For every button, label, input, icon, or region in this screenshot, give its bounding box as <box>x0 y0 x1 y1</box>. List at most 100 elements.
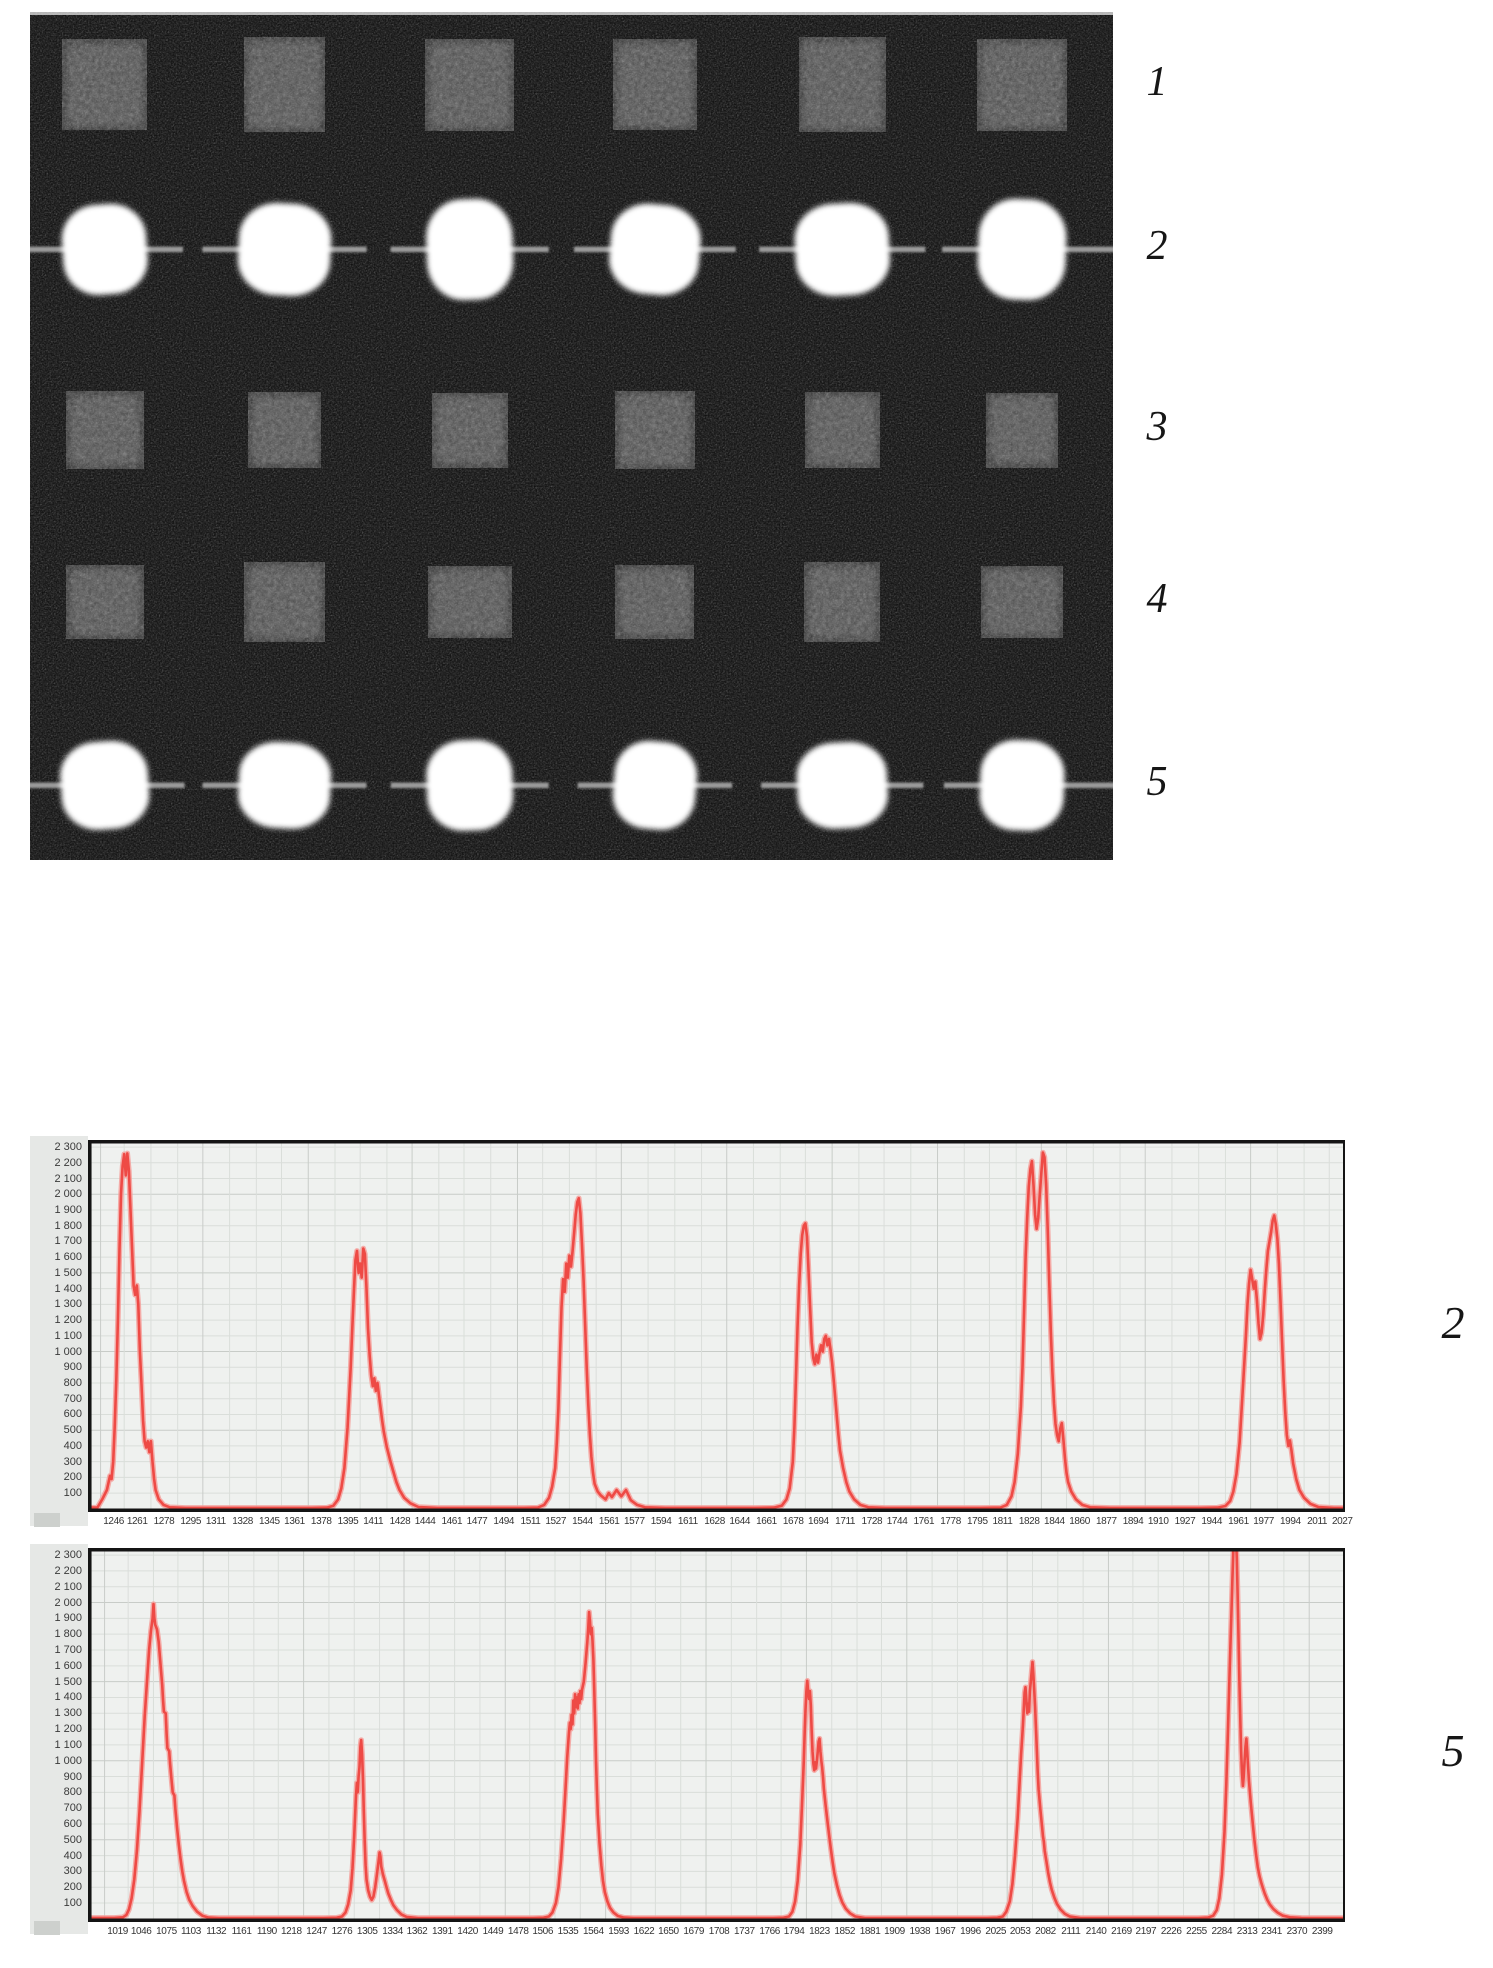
x-tick-label: 1075 <box>156 1926 177 1937</box>
x-tick-label: 1661 <box>756 1516 777 1527</box>
x-tick-label: 1046 <box>130 1926 152 1937</box>
curve <box>88 1151 1345 1510</box>
x-tick-label: 1611 <box>677 1516 698 1527</box>
x-tick-label: 1828 <box>1018 1516 1040 1527</box>
y-tick-label: 2 000 <box>54 1596 82 1609</box>
y-tick-label: 2 100 <box>54 1172 82 1185</box>
y-tick-label: 2 300 <box>54 1141 82 1154</box>
faint-spot-texture <box>619 395 691 465</box>
x-tick-label: 1561 <box>598 1516 620 1527</box>
faint-spot-texture <box>985 570 1059 634</box>
x-tick-label: 1628 <box>704 1516 725 1527</box>
y-tick-label: 1 400 <box>54 1691 82 1704</box>
microarray-row-label-4: 4 <box>1146 576 1168 623</box>
y-tick-label: 900 <box>63 1770 82 1783</box>
x-tick-label: 1977 <box>1253 1516 1274 1527</box>
y-axis-gutter <box>30 1136 88 1526</box>
x-tick-label: 1444 <box>414 1516 436 1527</box>
y-tick-label: 1 900 <box>54 1203 82 1216</box>
x-tick-label: 2255 <box>1186 1926 1207 1937</box>
x-tick-label: 1877 <box>1095 1516 1117 1527</box>
x-tick-label: 1190 <box>256 1926 277 1937</box>
y-tick-label: 700 <box>63 1392 82 1405</box>
y-tick-label: 400 <box>63 1439 82 1452</box>
x-tick-label: 2169 <box>1111 1926 1132 1937</box>
y-tick-label: 600 <box>63 1817 82 1830</box>
y-tick-label: 1 400 <box>54 1282 82 1295</box>
x-tick-label: 1694 <box>808 1516 829 1527</box>
y-tick-label: 2 200 <box>54 1564 82 1577</box>
faint-spot-texture <box>70 395 140 465</box>
y-tick-label: 300 <box>63 1455 82 1468</box>
x-tick-label: 2399 <box>1311 1926 1333 1937</box>
y-tick-label: 500 <box>63 1424 82 1437</box>
bright-spot-core <box>73 752 137 819</box>
x-tick-label: 2226 <box>1160 1926 1182 1937</box>
x-tick-label: 1428 <box>389 1516 411 1527</box>
y-tick-label: 2 000 <box>54 1188 82 1201</box>
bright-spot-core <box>809 752 875 819</box>
y-tick-label: 100 <box>63 1487 82 1500</box>
y-tick-label: 2 300 <box>54 1549 82 1562</box>
plot-background <box>88 1140 1345 1512</box>
x-tick-label: 2111 <box>1061 1926 1081 1937</box>
x-tick-label: 1795 <box>966 1516 988 1527</box>
x-tick-label: 1778 <box>940 1516 961 1527</box>
x-tick-label: 1678 <box>782 1516 804 1527</box>
intensity-profile-row-5 <box>88 1548 1345 1921</box>
x-tick-label: 1544 <box>572 1516 593 1527</box>
x-tick-label: 1823 <box>809 1926 830 1937</box>
y-tick-label: 400 <box>63 1849 82 1862</box>
y-tick-label: 900 <box>63 1361 82 1374</box>
x-tick-label: 1311 <box>205 1516 226 1527</box>
bright-spot-core <box>808 214 877 285</box>
x-tick-label: 1334 <box>382 1926 403 1937</box>
microarray-row-label-5: 5 <box>1146 759 1168 806</box>
y-tick-label: 1 200 <box>54 1314 82 1327</box>
faint-spot-texture <box>981 43 1063 127</box>
bright-spot-core <box>622 215 688 284</box>
x-tick-label: 2370 <box>1286 1926 1308 1937</box>
x-tick-label: 1860 <box>1069 1516 1090 1527</box>
x-tick-label: 1494 <box>493 1516 515 1527</box>
bright-spot-core <box>438 751 501 820</box>
x-tick-label: 1478 <box>507 1926 529 1937</box>
x-tick-label: 1811 <box>992 1516 1013 1527</box>
x-tick-label: 1844 <box>1044 1516 1065 1527</box>
y-tick-label: 1 500 <box>54 1675 82 1688</box>
chart-plot-svg <box>88 1548 1345 1922</box>
x-tick-label: 1019 <box>107 1926 128 1937</box>
x-tick-label: 2025 <box>985 1926 1007 1937</box>
x-tick-label: 1305 <box>356 1926 378 1937</box>
faint-spot-texture <box>429 43 510 127</box>
microarray-svg <box>30 12 1113 860</box>
x-tick-label: 1103 <box>180 1926 201 1937</box>
x-tick-label: 1527 <box>545 1516 566 1527</box>
x-tick-label: 1420 <box>457 1926 478 1937</box>
y-tick-label: 1 600 <box>54 1251 82 1264</box>
faint-spot-texture <box>432 570 508 634</box>
x-tick-label: 2313 <box>1236 1926 1258 1937</box>
y-tick-label: 1 100 <box>54 1738 82 1751</box>
x-tick-label: 1744 <box>886 1516 908 1527</box>
microarray-dot-blot-image <box>30 12 1113 860</box>
x-tick-label: 1737 <box>734 1926 755 1937</box>
plot-background <box>88 1548 1345 1922</box>
film-grain <box>30 12 1113 860</box>
x-tick-label: 1218 <box>280 1926 302 1937</box>
intensity-chart-row5: 2 300 2 200 2 100 2 000 1 900 1 800 1 700 1 600… <box>30 1544 1420 1948</box>
x-tick-label: 1761 <box>913 1516 935 1527</box>
x-tick-label: 1644 <box>729 1516 751 1527</box>
x-tick-label: 1881 <box>859 1926 881 1937</box>
y-tick-label: 300 <box>63 1865 82 1878</box>
curve <box>88 1548 1345 1920</box>
x-tick-label: 1378 <box>310 1516 332 1527</box>
bright-spot-core <box>625 752 685 819</box>
y-tick-label: 1 700 <box>54 1644 82 1656</box>
y-tick-label: 700 <box>63 1802 82 1815</box>
x-tick-label: 2140 <box>1085 1926 1107 1937</box>
faint-spot-texture <box>70 569 140 635</box>
x-tick-label: 2284 <box>1211 1926 1233 1937</box>
y-axis-gutter <box>30 1544 88 1934</box>
y-tick-label: 1 900 <box>54 1612 82 1625</box>
